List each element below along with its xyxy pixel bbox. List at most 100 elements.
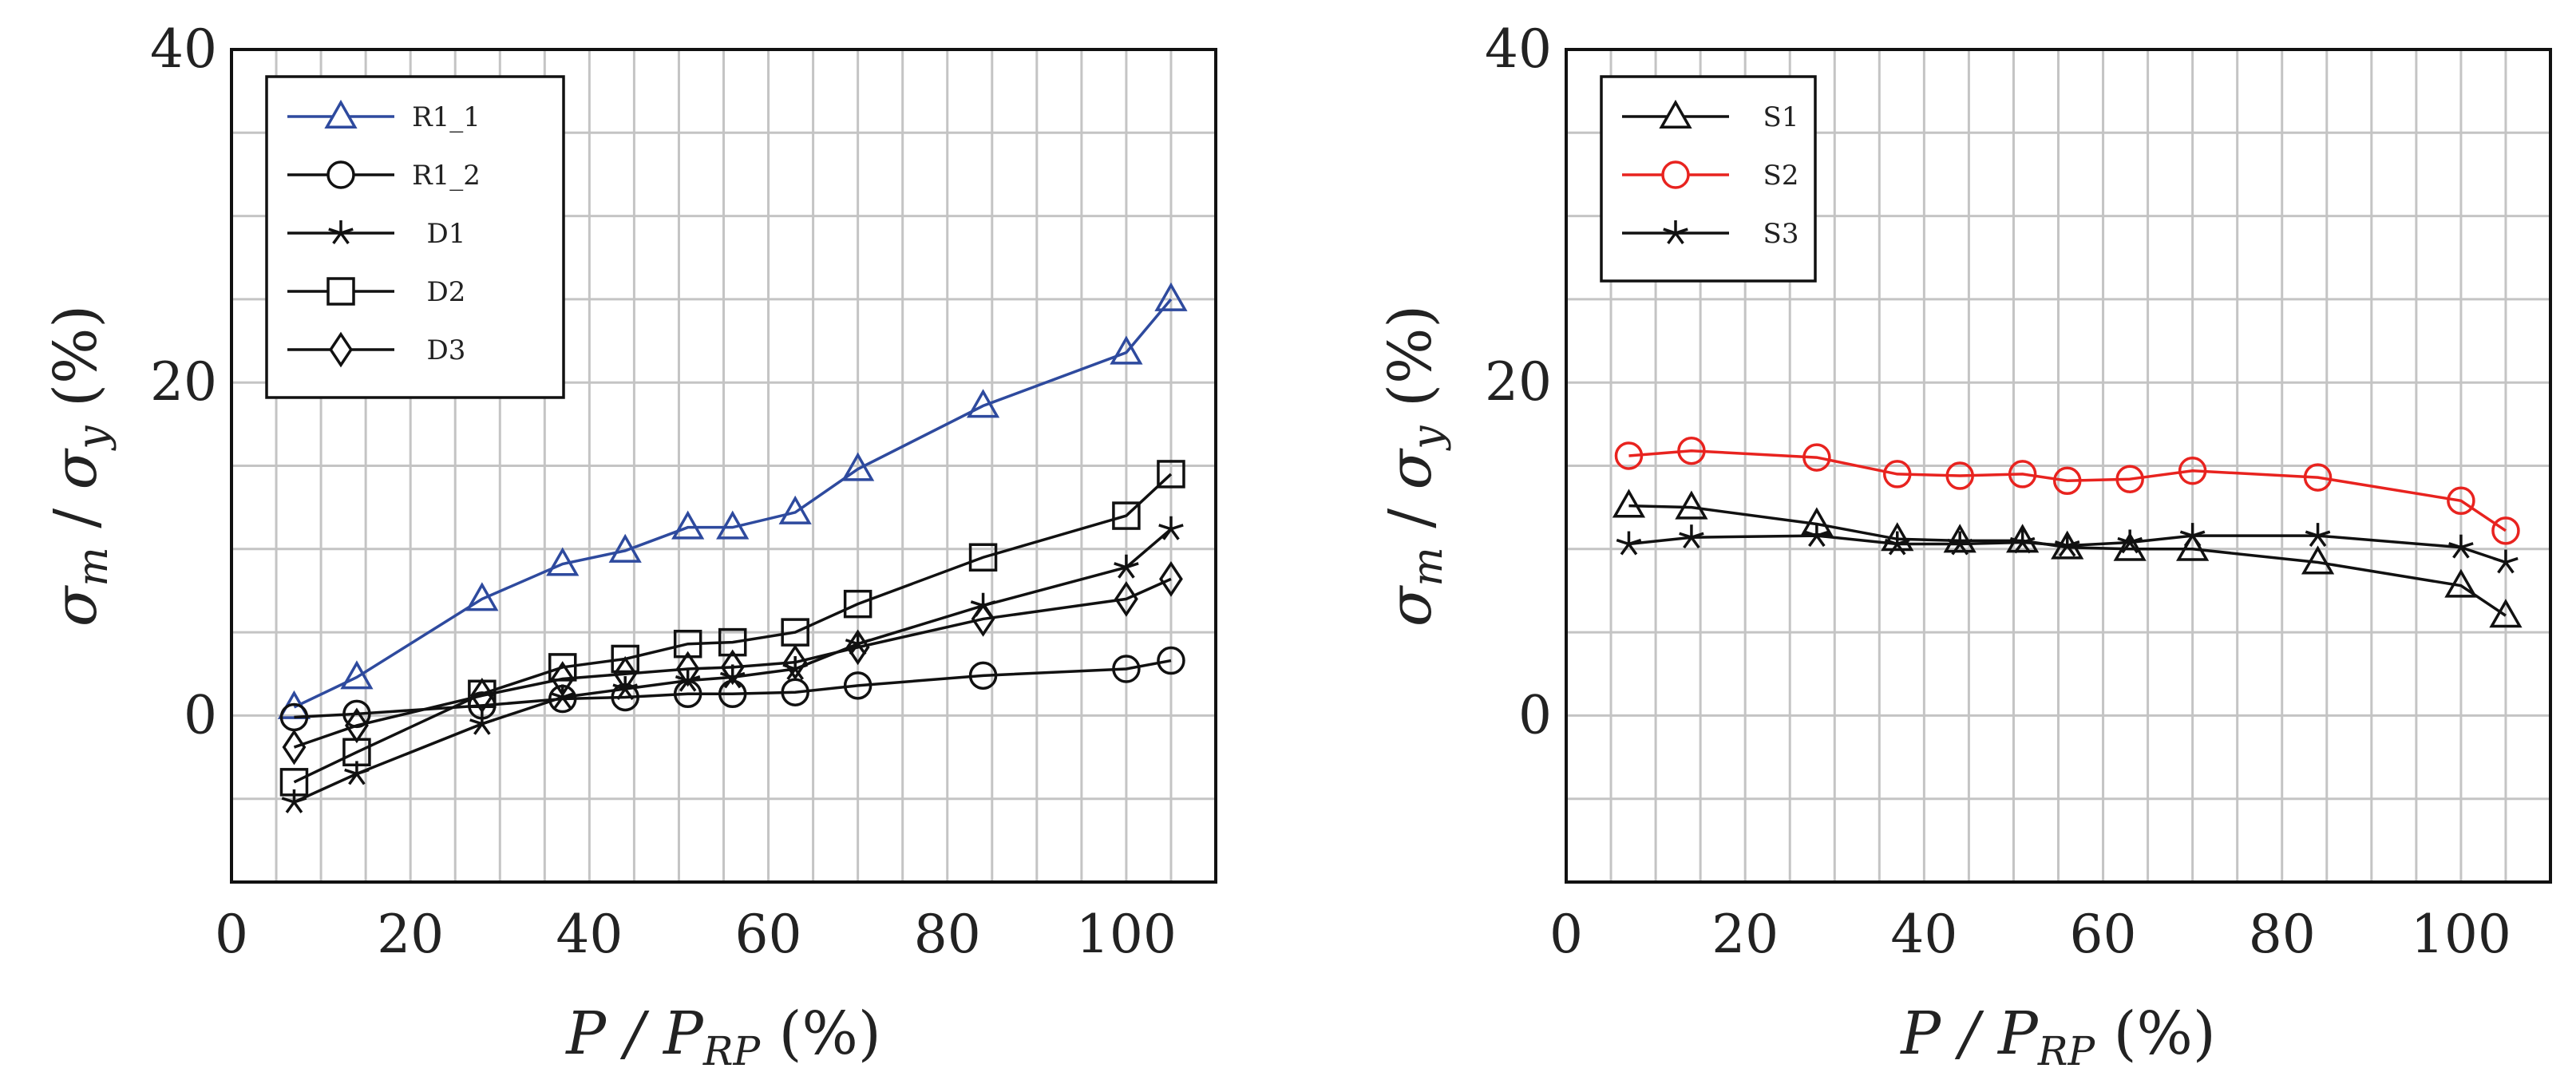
data-point-s2	[2303, 463, 2333, 492]
x-axis-label: P / PRP (%)	[1899, 999, 2215, 1074]
x-axis-label: P / PRP (%)	[564, 999, 880, 1074]
legend-marker	[1663, 220, 1688, 244]
data-point-r1-1	[1110, 335, 1143, 365]
y-axis-label: σm / σy (%)	[42, 305, 117, 627]
data-point-s3	[1679, 524, 1704, 549]
legend-label: D2	[427, 276, 466, 308]
data-point-s2	[2008, 460, 2037, 489]
data-point-r1-1	[340, 660, 374, 690]
data-point-d2	[611, 644, 639, 674]
x-tick-label: 40	[556, 904, 623, 965]
x-tick-label: 0	[1549, 904, 1583, 965]
data-point-d3	[783, 644, 808, 681]
x-tick-label: 80	[2249, 904, 2316, 965]
data-point-r1-1	[465, 582, 499, 611]
plot-frame	[1565, 48, 2552, 884]
legend-entry-r1-1: R1_1	[287, 99, 481, 133]
legend-label: S2	[1763, 160, 1799, 192]
legend-label: D1	[427, 218, 466, 250]
legend-marker	[326, 160, 355, 189]
data-point-d3	[469, 678, 494, 714]
x-tick-label: 100	[1076, 904, 1177, 965]
data-point-r1-1	[608, 533, 642, 563]
data-point-d2	[1112, 501, 1141, 530]
data-point-s2	[1614, 441, 1644, 470]
series-d3	[282, 560, 1183, 766]
data-point-d3	[845, 629, 870, 666]
legend-label: R1_2	[412, 160, 481, 192]
data-point-s1	[2301, 545, 2335, 575]
data-point-d2	[968, 543, 998, 572]
data-point-d2	[718, 627, 747, 657]
legend-entry-s2: S2	[1622, 160, 1798, 192]
plot-frame	[230, 48, 1217, 884]
data-point-s1	[2113, 532, 2147, 561]
data-point-s2	[1677, 436, 1706, 465]
legend-marker	[1659, 99, 1692, 129]
y-tick-label: 0	[1518, 684, 1552, 746]
data-point-d3	[675, 651, 700, 687]
data-point-d2	[279, 768, 309, 797]
series-line-d2	[293, 473, 1173, 784]
data-point-d2	[673, 629, 702, 659]
data-point-s3	[2117, 529, 2143, 554]
y-tick-label: 20	[1485, 351, 1552, 413]
data-point-r1-1	[546, 547, 580, 576]
legend-box	[1600, 75, 1817, 283]
data-point-s3	[2448, 534, 2474, 559]
y-tick-label: 40	[150, 18, 217, 80]
data-point-d1	[344, 761, 370, 785]
data-point-s3	[1884, 531, 1910, 556]
data-point-s1	[2176, 532, 2210, 561]
data-point-r1-1	[671, 510, 705, 540]
x-tick-label: 0	[215, 904, 248, 965]
data-point-r1-1	[966, 389, 1000, 418]
legend-marker	[326, 277, 355, 306]
data-point-s1	[1675, 490, 1708, 520]
legend-box	[265, 75, 565, 399]
legend: S1 S2 S3	[1600, 75, 1817, 283]
y-tick-label: 40	[1485, 18, 1552, 80]
series-s1	[1612, 489, 2523, 628]
x-tick-label: 20	[377, 904, 444, 965]
data-point-s3	[1616, 531, 1642, 556]
data-point-s2	[2115, 465, 2144, 493]
data-point-s3	[2054, 532, 2080, 557]
series-line-s3	[1628, 534, 2507, 564]
legend-marker	[1661, 160, 1690, 189]
data-point-s1	[1943, 524, 1977, 553]
legend-entry-r1-2: R1_2	[287, 160, 481, 192]
data-point-r1-1	[778, 495, 812, 524]
x-tick-label: 80	[914, 904, 981, 965]
data-point-d3	[971, 601, 995, 637]
legend-label: S1	[1763, 101, 1799, 133]
data-point-r1-2	[843, 671, 873, 700]
legend-marker	[329, 331, 353, 368]
data-point-d2	[1157, 460, 1185, 489]
data-point-s2	[2178, 457, 2207, 485]
legend-marker	[324, 99, 358, 129]
data-point-s1	[1612, 489, 1646, 518]
data-point-d3	[1114, 581, 1138, 617]
series-line-r1-2	[294, 659, 1172, 719]
legend-label: R1_1	[412, 101, 481, 133]
series-r1-2	[279, 646, 1185, 732]
y-tick-label: 20	[150, 351, 217, 413]
data-point-d3	[613, 655, 638, 692]
data-point-s3	[2179, 523, 2206, 548]
x-tick-label: 40	[1890, 904, 1957, 965]
data-point-d3	[720, 649, 745, 686]
series-line-r1-1	[293, 298, 1173, 709]
series-line-d1	[293, 528, 1173, 804]
legend-entry-d3: D3	[287, 331, 465, 368]
series-s3	[1616, 523, 2519, 574]
data-point-d1	[1158, 516, 1184, 540]
series-s2	[1614, 436, 2520, 545]
data-point-d1	[1114, 554, 1139, 579]
data-point-r1-1	[716, 510, 750, 540]
x-tick-label: 100	[2411, 904, 2511, 965]
legend-marker	[328, 220, 354, 244]
data-point-r1-1	[1154, 282, 1188, 311]
x-tick-label: 60	[735, 904, 802, 965]
